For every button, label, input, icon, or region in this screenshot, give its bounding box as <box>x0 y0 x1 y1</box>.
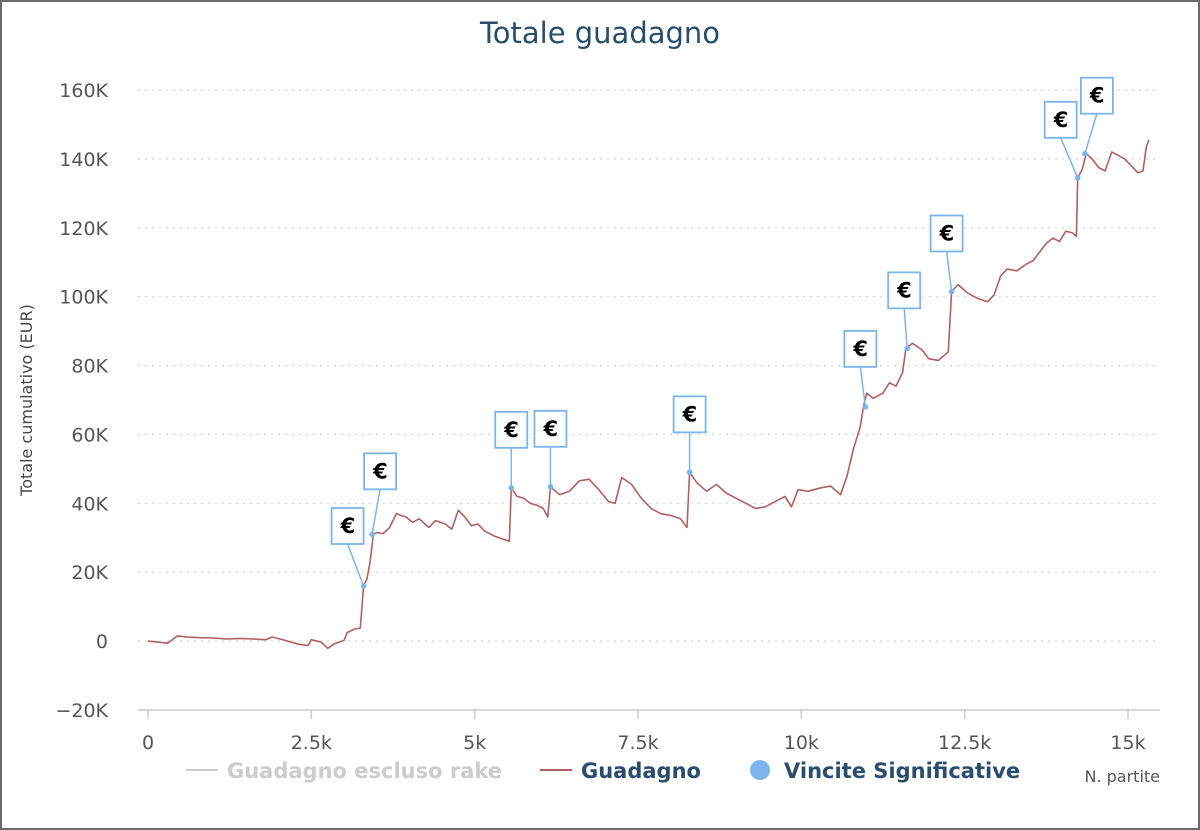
x-axis-ticks: 0 2.5k 5k 7.5k 10k 12.5k 15k <box>138 709 1160 754</box>
significant-win-flag[interactable]: € <box>533 409 568 490</box>
chart-title: Totale guadagno <box>479 16 720 50</box>
flag-box <box>533 409 568 448</box>
flag-label: € <box>896 278 912 302</box>
legend-item[interactable]: Vincite Significative <box>750 759 1020 783</box>
legend-label: Vincite Significative <box>784 759 1020 783</box>
significant-win-point[interactable] <box>508 485 515 491</box>
y-tick-label: 120K <box>59 218 108 240</box>
legend-dot-marker <box>750 760 770 780</box>
legend-label: Guadagno <box>581 759 701 783</box>
x-tick-label: 2.5k <box>291 732 332 754</box>
significant-win-point[interactable] <box>1082 150 1088 157</box>
x-tick-label: 15k <box>1110 732 1145 754</box>
y-tick-label: −20K <box>55 700 108 722</box>
flag-connector <box>859 366 867 407</box>
significant-win-point[interactable] <box>948 288 955 295</box>
x-tick-label: 7.5k <box>617 732 658 754</box>
flag-connector <box>1084 113 1098 154</box>
series-group <box>147 139 1150 650</box>
flag-connector <box>1060 137 1079 179</box>
x-axis-label: N. partite <box>1084 767 1160 786</box>
flag-connector <box>945 251 953 292</box>
significant-win-point[interactable] <box>862 404 869 410</box>
significant-win-point[interactable] <box>360 583 367 589</box>
significant-win-point[interactable] <box>686 469 693 476</box>
significant-win-flag[interactable]: € <box>929 214 964 295</box>
flag-box <box>1079 76 1114 115</box>
y-tick-label: 0 <box>96 631 108 653</box>
flag-label: € <box>542 417 558 441</box>
x-tick-label: 0 <box>142 732 154 754</box>
significant-win-point[interactable] <box>904 345 910 352</box>
legend-item[interactable]: Guadagno escluso rake <box>186 759 502 783</box>
grid-lines <box>138 89 1160 711</box>
y-tick-label: 160K <box>59 80 108 102</box>
significant-win-flag[interactable]: € <box>843 329 878 410</box>
significant-win-flag[interactable]: € <box>1043 100 1081 181</box>
flag-box <box>494 410 529 449</box>
significant-win-flag[interactable]: € <box>330 507 367 589</box>
flag-label: € <box>372 459 388 483</box>
significant-win-flag[interactable]: € <box>494 410 529 491</box>
flag-label: € <box>1089 84 1105 108</box>
flag-label: € <box>852 337 868 361</box>
flags-group: € € € € € € € € € € <box>330 76 1114 589</box>
legend: Guadagno escluso rake Guadagno Vincite Sig… <box>186 759 1020 783</box>
y-tick-label: 100K <box>59 287 108 309</box>
y-tick-label: 140K <box>59 149 108 171</box>
legend-item[interactable]: Guadagno <box>540 759 701 783</box>
significant-win-flag[interactable]: € <box>672 395 707 476</box>
x-tick-label: 5k <box>463 732 486 754</box>
y-tick-label: 60K <box>71 424 108 446</box>
legend-label: Guadagno escluso rake <box>227 759 502 783</box>
y-tick-label: 20K <box>71 562 108 584</box>
flag-connector <box>346 543 365 587</box>
flag-label: € <box>682 402 698 426</box>
significant-win-point[interactable] <box>369 531 375 538</box>
significant-win-point[interactable] <box>1074 175 1081 181</box>
flag-box <box>887 271 922 310</box>
significant-win-point[interactable] <box>547 484 554 490</box>
significant-win-flag[interactable]: € <box>887 271 922 352</box>
flag-label: € <box>939 222 955 246</box>
x-tick-label: 12.5k <box>938 732 991 754</box>
flag-box <box>1043 100 1078 139</box>
flag-box <box>929 214 964 253</box>
flag-box <box>363 452 397 491</box>
x-tick-label: 10k <box>784 732 819 754</box>
flag-label: € <box>340 514 356 538</box>
flag-label: € <box>1053 108 1069 132</box>
y-axis-ticks: −20K 0 20K 40K 60K 80K 100K 120K 140K 160K <box>55 80 108 722</box>
flag-box <box>330 507 365 545</box>
significant-win-flag[interactable]: € <box>363 452 397 538</box>
flag-connector <box>903 308 908 349</box>
y-axis-label: Totale cumulativo (EUR) <box>17 304 36 497</box>
flag-box <box>672 395 707 434</box>
flag-box <box>843 329 878 368</box>
series-line-guadagno <box>147 139 1150 650</box>
significant-win-flag[interactable]: € <box>1079 76 1114 157</box>
y-tick-label: 40K <box>71 493 108 515</box>
flag-connector <box>371 489 381 535</box>
flag-label: € <box>503 418 519 442</box>
y-tick-label: 80K <box>71 356 108 378</box>
